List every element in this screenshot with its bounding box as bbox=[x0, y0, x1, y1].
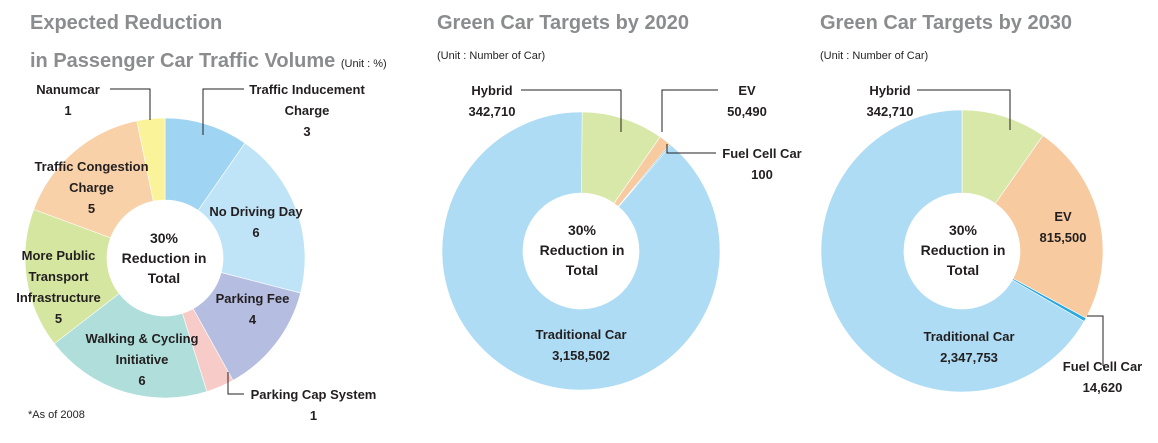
series-value: 6 bbox=[138, 373, 146, 388]
slice-nanumcar bbox=[136, 117, 166, 202]
leader-lines bbox=[110, 88, 1104, 395]
series-label: Fuel Cell Car bbox=[1062, 359, 1143, 374]
center-line: Total bbox=[565, 262, 599, 278]
slice-more-public-transport-infrastructure bbox=[24, 208, 120, 345]
slice-no-driving-day bbox=[197, 142, 306, 294]
chart2-donut bbox=[441, 111, 721, 391]
series-label: Fuel Cell Car bbox=[722, 146, 802, 161]
chart1-center-text: 30% Reduction in Total bbox=[104, 228, 224, 288]
series-value: 50,490 bbox=[727, 104, 767, 119]
series-label: Traffic Congestion bbox=[34, 159, 149, 174]
chart1-donut bbox=[24, 117, 306, 399]
series-label: Infrastructure bbox=[16, 290, 101, 305]
series-value: 3,158,502 bbox=[552, 348, 610, 363]
series-value: 2,347,753 bbox=[940, 350, 998, 365]
slice-ev bbox=[994, 135, 1104, 319]
series-value: 815,500 bbox=[1039, 230, 1087, 245]
label-traffic-inducement: Traffic Inducement Charge 3 bbox=[242, 79, 372, 142]
series-value: 3 bbox=[303, 124, 311, 139]
series-label: Parking Fee bbox=[215, 291, 290, 306]
series-value: 342,710 bbox=[468, 104, 516, 119]
series-label: Hybrid bbox=[869, 83, 911, 98]
series-label: Initiative bbox=[115, 352, 169, 367]
series-label: Traditional Car bbox=[923, 329, 1015, 344]
label-no-driving-day: No Driving Day 6 bbox=[196, 201, 316, 243]
series-label: Parking Cap System bbox=[250, 387, 377, 402]
label-congestion-charge: Traffic Congestion Charge 5 bbox=[24, 156, 159, 219]
series-label: Transport bbox=[28, 269, 89, 284]
chart1-note: *As of 2008 bbox=[28, 409, 85, 421]
label-traditional-2030: Traditional Car 2,347,753 bbox=[904, 326, 1034, 368]
chart2-title: Green Car Targets by 2020 bbox=[437, 12, 689, 34]
chart1-unit: (Unit : %) bbox=[340, 58, 387, 70]
slice-walking-cycling-initiative bbox=[53, 293, 208, 399]
label-fuelcell-2030: Fuel Cell Car 14,620 bbox=[1050, 356, 1155, 398]
leader-nanumcar bbox=[110, 88, 151, 120]
label-parking-cap: Parking Cap System 1 bbox=[246, 384, 381, 426]
series-value: 1 bbox=[64, 103, 72, 118]
center-line: Reduction in bbox=[539, 242, 625, 258]
leader-fuelcell-2030 bbox=[1087, 315, 1104, 366]
series-value: 1 bbox=[309, 408, 318, 423]
chart1-title-line2: in Passenger Car Traffic Volume (Unit : … bbox=[30, 50, 387, 73]
leader-parking-cap bbox=[227, 372, 244, 395]
center-line: Reduction in bbox=[920, 242, 1006, 258]
label-public-transport: More Public Transport Infrastructure 5 bbox=[6, 245, 111, 329]
chart1-title: Expected Reduction bbox=[30, 12, 223, 34]
center-line: Reduction in bbox=[121, 250, 207, 266]
label-walking-cycling: Walking & Cycling Initiative 6 bbox=[72, 328, 212, 391]
center-line: Total bbox=[946, 262, 980, 278]
center-line: 30% bbox=[948, 222, 978, 238]
series-value: 5 bbox=[87, 201, 96, 216]
chart3-center-text: 30% Reduction in Total bbox=[903, 220, 1023, 280]
series-value: 342,710 bbox=[866, 104, 914, 119]
slice-traditional-car bbox=[820, 109, 1085, 393]
label-parking-fee: Parking Fee 4 bbox=[195, 288, 310, 330]
series-value: 6 bbox=[252, 225, 260, 240]
center-line: 30% bbox=[567, 222, 597, 238]
leader-hybrid-2030 bbox=[917, 89, 1011, 130]
series-label: More Public bbox=[21, 248, 96, 263]
label-hybrid-2030: Hybrid 342,710 bbox=[850, 80, 930, 122]
series-label: Charge bbox=[284, 103, 330, 118]
label-ev-2020: EV 50,490 bbox=[712, 80, 782, 122]
leader-ev-2020 bbox=[661, 89, 718, 132]
series-label: No Driving Day bbox=[209, 204, 303, 219]
label-nanumcar: Nanumcar 1 bbox=[28, 79, 108, 121]
series-label: EV bbox=[738, 83, 756, 98]
center-line: Total bbox=[147, 270, 181, 286]
chart3-unit: (Unit : Number of Car) bbox=[820, 50, 929, 62]
series-label: EV bbox=[1054, 209, 1072, 224]
series-label: Hybrid bbox=[471, 83, 513, 98]
chart2-unit: (Unit : Number of Car) bbox=[437, 50, 546, 62]
series-value: 100 bbox=[751, 167, 773, 182]
slice-traditional-car bbox=[441, 111, 721, 391]
series-label: Walking & Cycling bbox=[85, 331, 199, 346]
label-hybrid-2020: Hybrid 342,710 bbox=[452, 80, 532, 122]
label-ev-2030: EV 815,500 bbox=[1023, 206, 1103, 248]
series-label: Nanumcar bbox=[36, 82, 100, 97]
series-label: Traditional Car bbox=[535, 327, 627, 342]
chart3-donut bbox=[820, 109, 1104, 393]
chart3-title: Green Car Targets by 2030 bbox=[820, 12, 1072, 34]
leader-hybrid-2020 bbox=[521, 89, 622, 132]
series-label: Traffic Inducement bbox=[249, 82, 365, 97]
series-value: 5 bbox=[54, 311, 63, 326]
leader-fuelcell-2020 bbox=[666, 144, 716, 154]
leader-traffic-inducement bbox=[202, 88, 244, 135]
label-traditional-2020: Traditional Car 3,158,502 bbox=[516, 324, 646, 366]
center-line: 30% bbox=[149, 230, 179, 246]
series-value: 4 bbox=[248, 312, 257, 327]
series-value: 14,620 bbox=[1082, 380, 1123, 395]
label-fuelcell-2020: Fuel Cell Car 100 bbox=[712, 143, 812, 185]
chart1-title-line2-text: in Passenger Car Traffic Volume bbox=[30, 50, 336, 72]
slice-traffic-congestion-charge bbox=[33, 120, 154, 239]
chart2-center-text: 30% Reduction in Total bbox=[522, 220, 642, 280]
series-label: Charge bbox=[69, 180, 114, 195]
